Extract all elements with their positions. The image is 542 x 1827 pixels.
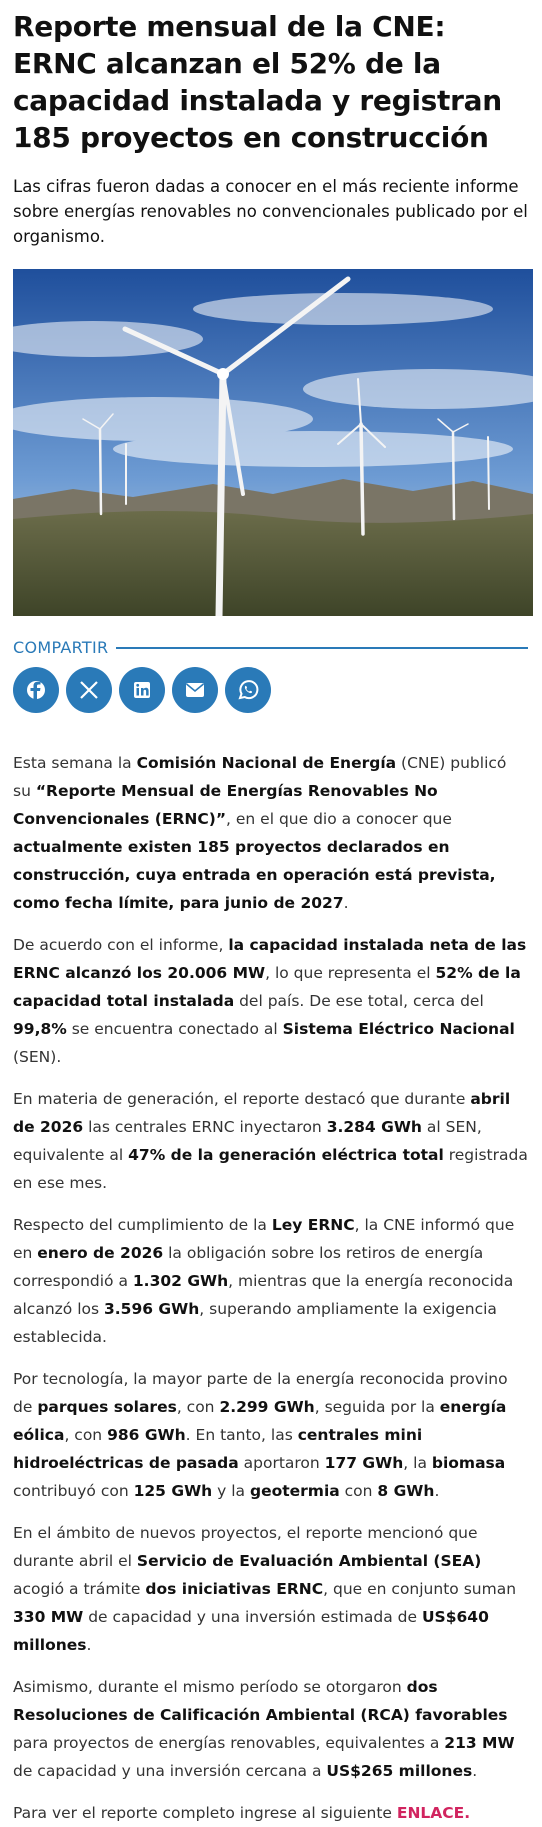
- bold-text: 177 GWh: [324, 1454, 404, 1472]
- email-button[interactable]: [172, 667, 218, 713]
- text: al SEN, equivalente al: [13, 1118, 482, 1164]
- share-bar: COMPARTIR: [13, 638, 528, 657]
- bold-text: 213 MW: [444, 1734, 515, 1752]
- text: (CNE) publicó su: [13, 754, 507, 800]
- text: En el ámbito de nuevos proyectos, el rep…: [13, 1524, 478, 1570]
- text: de capacidad y una inversión cercana a: [13, 1762, 327, 1780]
- headline: Reporte mensual de la CNE: ERNC alcanzan…: [13, 10, 502, 154]
- bold-text: enero de 2026: [37, 1244, 164, 1262]
- paragraph: Asimismo, durante el mismo período se ot…: [13, 1673, 528, 1785]
- text: Por tecnología, la mayor parte de la ene…: [13, 1370, 508, 1416]
- text: , seguida por la: [314, 1398, 440, 1416]
- bold-text: “Reporte Mensual de Energías Renovables …: [13, 782, 438, 828]
- paragraph: En el ámbito de nuevos proyectos, el rep…: [13, 1519, 528, 1659]
- paragraph: De acuerdo con el informe, la capacidad …: [13, 931, 528, 1071]
- text: En materia de generación, el reporte des…: [13, 1090, 471, 1108]
- bold-text: 52% de la capacidad total instalada: [13, 964, 521, 1010]
- article-body: Esta semana la Comisión Nacional de Ener…: [13, 749, 528, 1827]
- text: contribuyó con: [13, 1482, 134, 1500]
- text: , que en conjunto suman: [323, 1580, 517, 1598]
- text: .: [434, 1482, 440, 1500]
- bold-text: 125 GWh: [133, 1482, 213, 1500]
- text: registrada en ese mes.: [13, 1146, 528, 1192]
- bold-text: 3.284 GWh: [326, 1118, 422, 1136]
- text: , mientras que la energía reconocida alc…: [13, 1272, 514, 1318]
- text: del país. De ese total, cerca del: [234, 992, 484, 1010]
- bold-text: Comisión Nacional de Energía: [136, 754, 397, 772]
- text: . En tanto, las: [185, 1426, 298, 1444]
- bold-text: geotermia: [249, 1482, 340, 1500]
- facebook-button[interactable]: [13, 667, 59, 713]
- share-icons: [13, 667, 528, 713]
- text: (SEN).: [13, 1048, 62, 1066]
- x-button[interactable]: [66, 667, 112, 713]
- text: Para ver el reporte completo ingrese al …: [13, 1804, 397, 1822]
- subtitle: Las cifras fueron dadas a conocer en el …: [13, 177, 528, 246]
- bold-text: 3.596 GWh: [104, 1300, 200, 1318]
- whatsapp-button[interactable]: [225, 667, 271, 713]
- bold-text: energía eólica: [13, 1398, 507, 1444]
- paragraph: Para ver el reporte completo ingrese al …: [13, 1799, 528, 1827]
- text: con: [339, 1482, 378, 1500]
- text: .: [343, 894, 349, 912]
- bold-text: biomasa: [431, 1454, 506, 1472]
- paragraph: Respecto del cumplimiento de la Ley ERNC…: [13, 1211, 528, 1351]
- text: y la: [212, 1482, 250, 1500]
- bold-text: 99,8%: [13, 1020, 67, 1038]
- bold-text: US$265 millones: [326, 1762, 473, 1780]
- share-label: COMPARTIR: [13, 638, 109, 657]
- text: las centrales ERNC inyectaron: [83, 1118, 327, 1136]
- text: Esta semana la: [13, 754, 137, 772]
- text: , con: [64, 1426, 108, 1444]
- bold-text: dos Resoluciones de Calificación Ambient…: [13, 1678, 508, 1724]
- paragraph: Esta semana la Comisión Nacional de Ener…: [13, 749, 528, 917]
- paragraph: En materia de generación, el reporte des…: [13, 1085, 528, 1197]
- bold-text: actualmente existen 185 proyectos declar…: [13, 838, 496, 912]
- bold-text: dos iniciativas ERNC: [145, 1580, 324, 1598]
- text: , superando ampliamente la exigencia est…: [13, 1300, 497, 1346]
- bold-text: 330 MW: [13, 1608, 84, 1626]
- text: la obligación sobre los retiros de energ…: [13, 1244, 484, 1290]
- bold-text: Servicio de Evaluación Ambiental (SEA): [136, 1552, 482, 1570]
- text: , la CNE informó que en: [13, 1216, 515, 1262]
- share-rule: [116, 646, 528, 649]
- text: para proyectos de energías renovables, e…: [13, 1734, 445, 1752]
- text: .: [86, 1636, 92, 1654]
- hero-image: [13, 269, 533, 616]
- text: Respecto del cumplimiento de la: [13, 1216, 272, 1234]
- text: , en el que dio a conocer que: [226, 810, 452, 828]
- bold-text: US$640 millones: [13, 1608, 489, 1654]
- bold-text: 986 GWh: [107, 1426, 186, 1444]
- bold-text: centrales mini hidroeléctricas de pasada: [13, 1426, 423, 1472]
- bold-text: 8 GWh: [377, 1482, 435, 1500]
- text: de capacidad y una inversión estimada de: [83, 1608, 422, 1626]
- bold-text: parques solares: [37, 1398, 177, 1416]
- paragraph: Por tecnología, la mayor parte de la ene…: [13, 1365, 528, 1505]
- bold-text: Sistema Eléctrico Nacional: [282, 1020, 515, 1038]
- text: acogió a trámite: [13, 1580, 146, 1598]
- text: , lo que representa el: [265, 964, 436, 982]
- bold-text: 47% de la generación eléctrica total: [128, 1146, 444, 1164]
- bold-text: 2.299 GWh: [219, 1398, 315, 1416]
- text: .: [472, 1762, 478, 1780]
- bold-text: abril de 2026: [13, 1090, 511, 1136]
- bold-text: la capacidad instalada neta de las ERNC …: [13, 936, 527, 982]
- bold-text: Ley ERNC: [271, 1216, 355, 1234]
- bold-text: 1.302 GWh: [132, 1272, 229, 1290]
- text: , con: [176, 1398, 220, 1416]
- text: Asimismo, durante el mismo período se ot…: [13, 1678, 407, 1696]
- linkedin-button[interactable]: [119, 667, 165, 713]
- text: aportaron: [238, 1454, 325, 1472]
- link[interactable]: ENLACE.: [396, 1804, 471, 1822]
- text: se encuentra conectado al: [66, 1020, 283, 1038]
- text: De acuerdo con el informe,: [13, 936, 229, 954]
- text: , la: [403, 1454, 432, 1472]
